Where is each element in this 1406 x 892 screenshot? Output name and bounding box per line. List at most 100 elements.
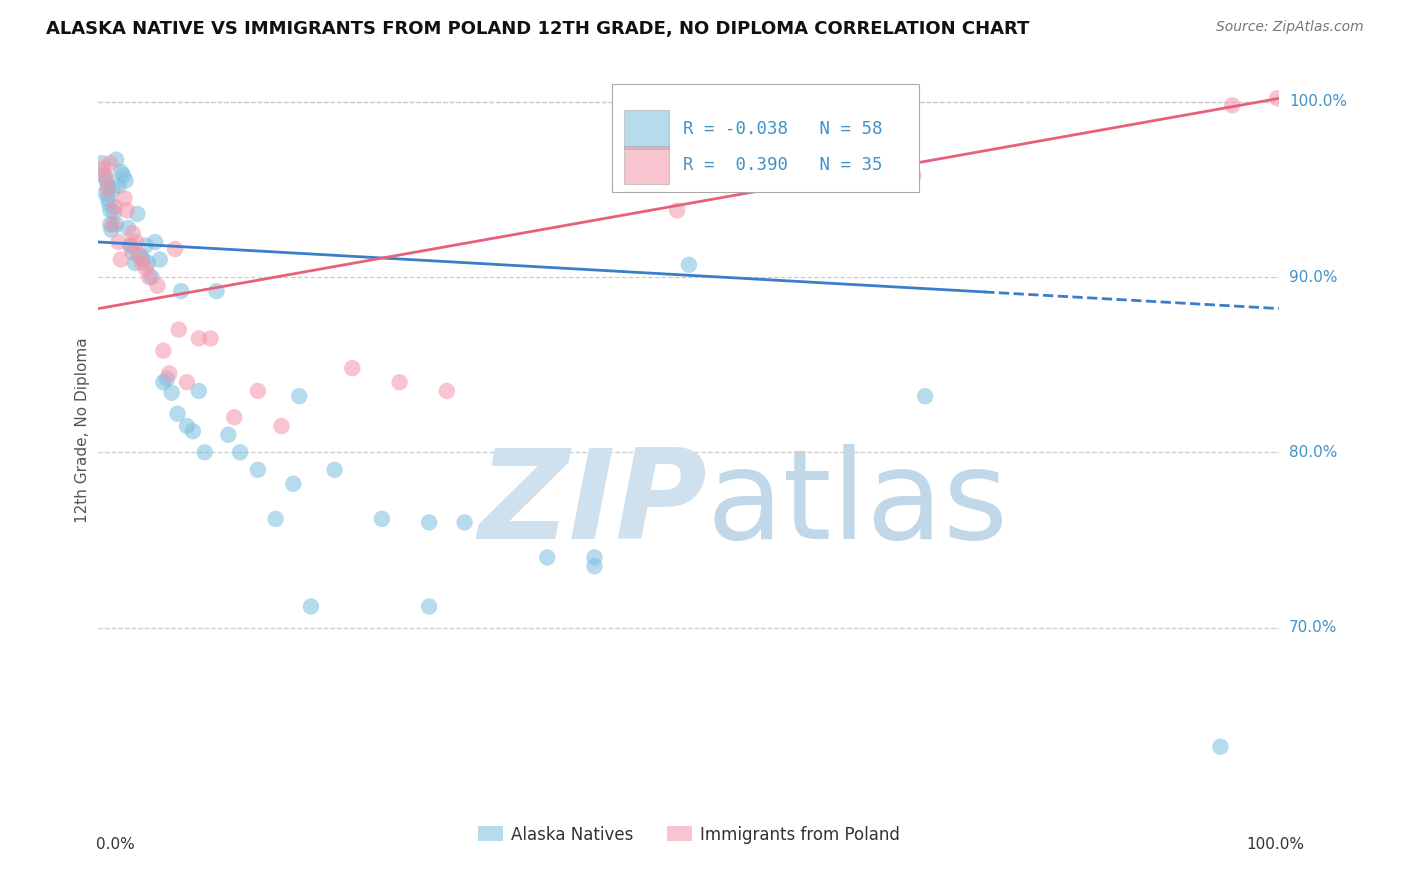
Point [115,203,138,218]
Point [121,245,143,260]
Point [165,242,187,256]
Point [418,599,440,614]
FancyBboxPatch shape [624,145,669,185]
Point [143,235,166,249]
Point [146,278,169,293]
Text: 100.0%: 100.0% [1247,837,1305,852]
Text: R = -0.038   N = 58: R = -0.038 N = 58 [683,120,883,138]
Point [97,191,120,205]
Point [418,516,440,530]
Point [342,361,364,376]
Point [104,200,127,214]
Point [1265,91,1288,105]
Point [181,424,204,438]
Point [536,550,558,565]
Point [101,182,124,196]
Point [121,226,143,240]
Point [91,156,114,170]
Point [194,445,217,459]
FancyBboxPatch shape [612,84,920,192]
Point [1220,98,1243,112]
Text: 70.0%: 70.0% [1289,620,1337,635]
Point [167,323,190,337]
Y-axis label: 12th Grade, No Diploma: 12th Grade, No Diploma [75,337,90,524]
Point [583,559,606,574]
Point [453,516,475,530]
Point [205,284,228,298]
Point [98,156,121,170]
Point [132,252,155,267]
Point [187,384,209,398]
Point [264,512,287,526]
Point [583,550,606,565]
Point [323,463,346,477]
Point [127,207,149,221]
Point [110,165,132,179]
Point [914,389,936,403]
Legend: Alaska Natives, Immigrants from Poland: Alaska Natives, Immigrants from Poland [471,819,907,850]
Point [97,182,120,196]
Point [136,256,159,270]
Point [107,235,129,249]
Point [217,427,239,442]
Point [125,235,148,249]
FancyBboxPatch shape [624,110,669,149]
Text: atlas: atlas [707,444,1008,566]
Text: R =  0.390   N = 35: R = 0.390 N = 35 [683,156,883,174]
Point [112,191,135,205]
Point [138,270,160,285]
Point [98,218,121,232]
Point [131,256,153,270]
Text: ZIP: ZIP [478,444,707,566]
Text: 0.0%: 0.0% [96,837,135,852]
Point [436,384,458,398]
Point [152,343,174,358]
Point [103,205,125,219]
Point [200,331,222,345]
Text: 90.0%: 90.0% [1289,269,1337,285]
Point [128,249,150,263]
Point [176,419,198,434]
Point [229,445,252,459]
Point [114,174,136,188]
Text: 80.0%: 80.0% [1289,445,1337,459]
Point [666,203,689,218]
Point [156,372,179,386]
Point [176,375,198,389]
Point [288,389,311,403]
Point [246,463,269,477]
Point [246,384,269,398]
Point [187,331,209,345]
Point [149,252,172,267]
Point [129,249,152,263]
Point [110,252,132,267]
Point [93,169,115,183]
Point [94,170,117,185]
Point [120,238,142,252]
Point [100,223,122,237]
Point [105,153,128,167]
Point [160,385,183,400]
Point [157,367,180,381]
Point [135,238,157,252]
Point [105,218,128,232]
Point [1209,739,1232,754]
Point [283,476,305,491]
Point [97,178,120,193]
Point [166,407,188,421]
Point [678,258,700,272]
Text: ALASKA NATIVE VS IMMIGRANTS FROM POLAND 12TH GRADE, NO DIPLOMA CORRELATION CHART: ALASKA NATIVE VS IMMIGRANTS FROM POLAND … [46,20,1029,37]
Text: 100.0%: 100.0% [1289,95,1347,110]
Point [903,169,925,183]
Point [141,270,163,285]
Point [299,599,322,614]
Point [98,203,121,218]
Point [371,512,394,526]
Point [224,410,246,425]
Point [107,178,129,193]
Point [152,375,174,389]
Point [135,261,157,276]
Point [388,375,411,389]
Point [120,238,142,252]
Point [124,256,146,270]
